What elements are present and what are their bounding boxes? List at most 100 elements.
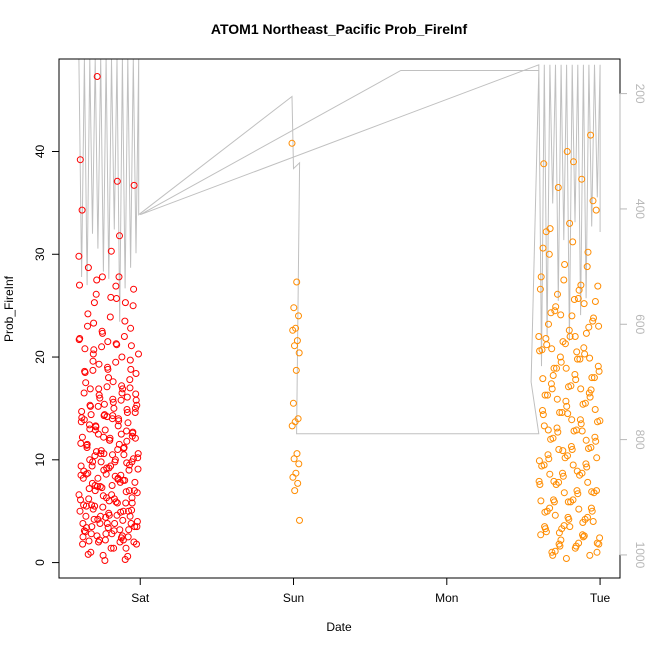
data-point: [575, 539, 583, 547]
data-point: [562, 397, 570, 405]
data-point: [100, 450, 108, 458]
data-point: [562, 555, 570, 562]
data-point: [124, 419, 132, 427]
point-layer: [75, 73, 604, 564]
data-point: [561, 261, 569, 268]
data-point: [593, 454, 601, 462]
data-point: [126, 384, 134, 392]
data-point: [118, 353, 126, 361]
data-point: [551, 307, 559, 315]
data-point: [564, 410, 572, 418]
data-point: [95, 360, 103, 368]
data-point: [112, 282, 120, 290]
data-point: [115, 415, 122, 423]
data-point: [121, 317, 129, 325]
data-point: [76, 281, 83, 289]
data-point: [290, 455, 298, 463]
data-point: [110, 404, 118, 412]
data-point: [296, 516, 303, 524]
data-point: [97, 458, 105, 466]
data-point: [289, 399, 297, 407]
data-point: [135, 350, 142, 358]
data-point: [90, 515, 98, 523]
data-point: [122, 488, 130, 496]
data-point: [581, 350, 589, 358]
data-point: [596, 417, 604, 425]
data-point: [548, 345, 556, 353]
data-point: [133, 523, 141, 531]
data-point: [88, 501, 96, 509]
data-point: [547, 309, 555, 317]
data-point: [96, 520, 104, 527]
data-point: [105, 374, 112, 382]
data-point: [115, 440, 123, 448]
data-point: [554, 184, 562, 191]
data-point: [550, 364, 558, 372]
data-point: [586, 551, 594, 559]
data-point: [568, 446, 576, 453]
x-tick-label: Sun: [283, 591, 304, 605]
data-point: [595, 322, 603, 330]
data-point: [569, 461, 577, 469]
data-point: [121, 476, 129, 484]
data-point: [567, 382, 575, 390]
data-point: [588, 374, 596, 382]
data-point: [134, 450, 142, 458]
data-point: [81, 345, 89, 353]
data-point: [583, 263, 591, 271]
data-point: [542, 228, 550, 236]
data-point: [578, 427, 586, 435]
data-point: [89, 458, 97, 466]
data-point: [288, 422, 296, 430]
data-point: [75, 336, 83, 344]
x-tick-label: Tue: [590, 591, 611, 605]
data-point: [90, 346, 98, 354]
data-point: [560, 522, 568, 530]
data-point: [563, 148, 571, 155]
data-point: [101, 426, 109, 434]
data-point: [109, 378, 117, 386]
data-point: [115, 273, 123, 281]
data-point: [536, 285, 544, 293]
data-point: [565, 515, 573, 523]
data-point: [540, 461, 548, 469]
data-point: [544, 451, 552, 459]
data-point: [116, 526, 124, 534]
data-point: [87, 411, 95, 419]
data-point: [293, 337, 301, 345]
data-point: [547, 380, 555, 388]
data-point: [131, 478, 139, 486]
data-point: [576, 416, 584, 424]
data-point: [536, 481, 544, 488]
data-point: [89, 350, 97, 358]
data-point: [554, 428, 562, 436]
data-point: [103, 520, 111, 527]
data-point: [570, 158, 577, 166]
data-point: [584, 478, 592, 486]
data-point: [98, 343, 106, 351]
data-point: [566, 523, 574, 531]
data-point: [554, 290, 561, 298]
data-point: [291, 342, 298, 350]
data-point: [571, 333, 579, 340]
data-point: [99, 503, 107, 511]
data-point: [104, 524, 112, 532]
data-point: [563, 402, 571, 410]
data-point: [546, 470, 554, 478]
data-point: [129, 302, 137, 310]
data-point: [589, 197, 597, 205]
data-point: [295, 312, 302, 320]
data-point: [85, 485, 93, 493]
data-point: [294, 479, 302, 487]
data-point: [584, 513, 591, 521]
data-point: [292, 366, 300, 374]
data-point: [97, 450, 105, 458]
data-point: [574, 295, 582, 302]
data-point: [88, 462, 96, 470]
data-point: [127, 342, 135, 350]
data-point: [123, 393, 131, 401]
data-point: [131, 409, 139, 416]
data-point: [126, 376, 134, 384]
data-point: [91, 452, 99, 460]
data-point: [112, 340, 120, 348]
